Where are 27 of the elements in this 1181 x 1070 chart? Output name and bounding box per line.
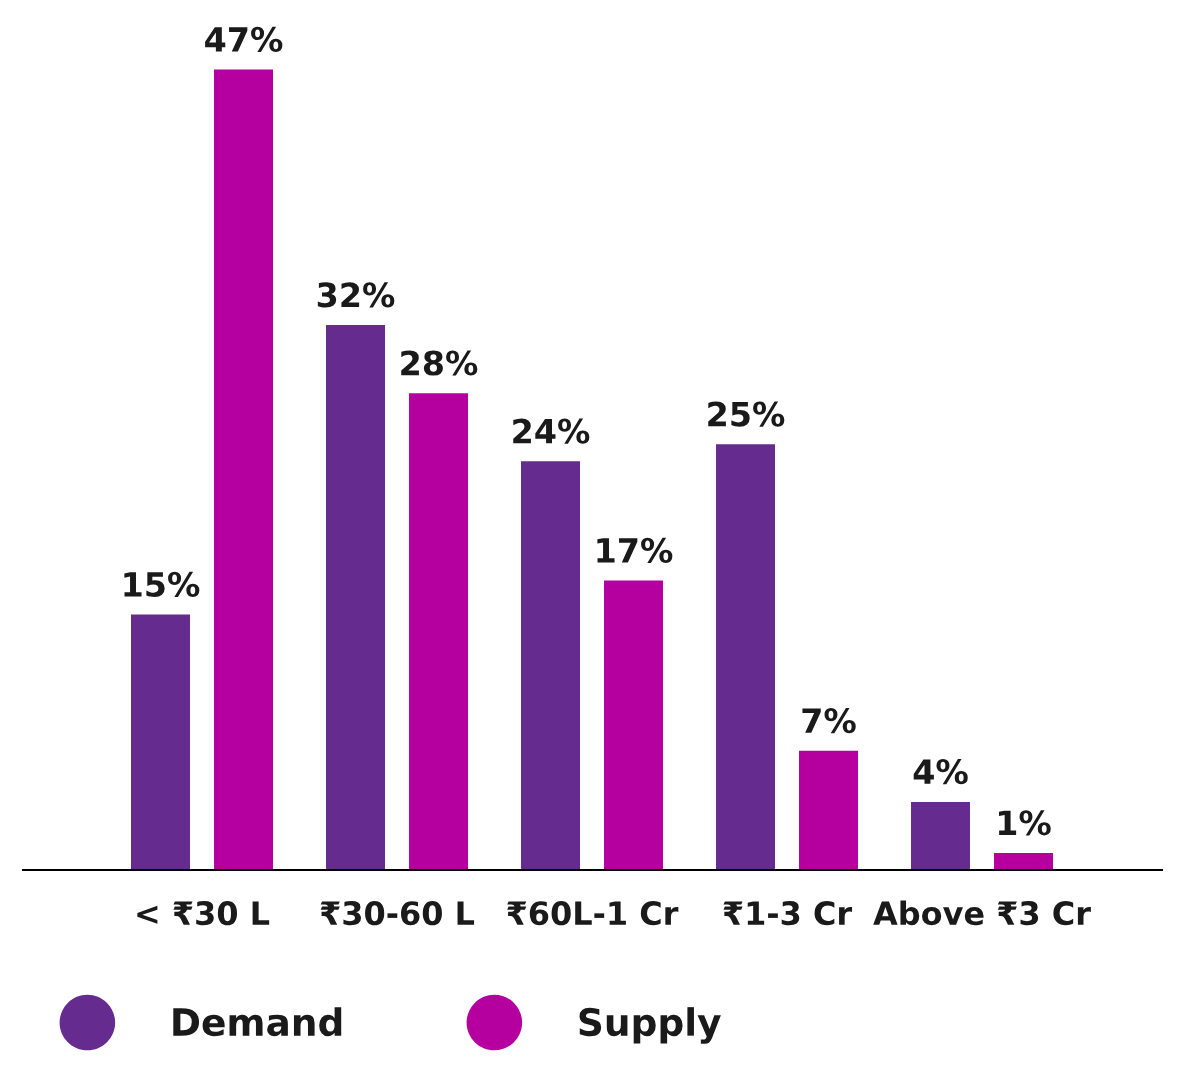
data-label: 4% (913, 759, 968, 785)
x-tick-label: ₹60L-1 Cr (507, 901, 679, 926)
x-tick-label: ₹1-3 Cr (723, 901, 853, 926)
bar (911, 801, 971, 870)
legend-label: Supply (579, 1007, 721, 1044)
bar (214, 69, 274, 870)
bar (521, 461, 581, 870)
bar (799, 750, 859, 870)
bar (716, 444, 776, 870)
bar (326, 325, 386, 870)
data-label: 47% (205, 26, 283, 53)
bar (994, 852, 1054, 870)
data-label: 24% (513, 418, 590, 444)
data-label: 32% (317, 282, 395, 308)
bar (409, 393, 469, 870)
data-label: 7% (802, 708, 856, 734)
data-label: 15% (124, 571, 200, 597)
bar (604, 580, 664, 870)
x-tick-label: Above ₹3 Cr (873, 900, 1091, 926)
x-tick-label: < ₹30 L (137, 901, 270, 926)
data-label: 1% (998, 810, 1051, 836)
legend-label: Demand (173, 1007, 342, 1037)
data-label: 17% (597, 537, 673, 563)
x-tick-label: ₹30-60 L (320, 901, 475, 926)
data-label: 25% (708, 401, 785, 427)
bar (131, 614, 191, 870)
data-label: 28% (401, 350, 478, 376)
